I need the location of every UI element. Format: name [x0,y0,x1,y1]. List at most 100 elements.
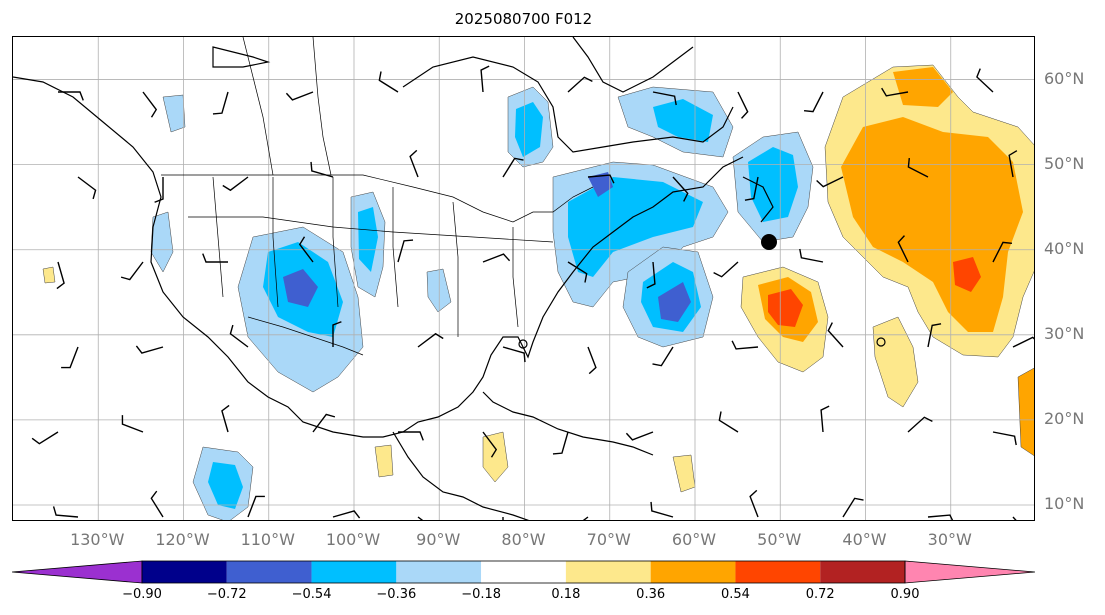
wind-barb [482,431,498,458]
colorbar-segment [565,561,651,583]
latitude-label: 60°N [1044,68,1085,88]
longitude-label: 70°W [586,530,631,549]
wind-barb [731,340,759,350]
latitude-label: 40°N [1044,238,1085,258]
wind-barb [312,413,336,433]
wind-barb [672,176,689,202]
longitude-label: 30°W [927,530,972,549]
wind-barb [120,261,144,281]
negative-anomaly-shading [150,86,814,520]
longitude-label: 120°W [155,530,210,549]
map-markers [518,234,886,349]
colorbar-segment [650,561,736,583]
wind-barb [1012,516,1017,520]
wind-barb [221,404,230,433]
wind-barb [799,248,824,263]
gridlines [13,37,1034,520]
colorbar-tick-label: 0.72 [805,587,835,602]
wind-barb [881,87,909,97]
colorbar-tick-label: −0.36 [376,587,417,602]
wind-barb [409,149,419,178]
colorbar-tick-label: −0.90 [122,587,162,602]
colorbar-extend-min [12,560,143,584]
wind-barb [907,416,933,433]
wind-barb [61,346,79,369]
longitude-label: 80°W [501,530,546,549]
map-title: 2025080700 F012 [454,10,593,28]
political-borders [161,37,594,356]
wind-barb [417,516,424,520]
wind-barb [285,91,314,101]
colorbar-tick-label: 0.18 [551,587,581,602]
colorbar-extend-max [904,560,1035,584]
wind-barb [56,261,65,290]
wind-barb [502,517,504,520]
wind-barb [58,91,84,101]
wind-barb [976,68,994,93]
wind-barb [897,235,909,263]
latitude-label: 10°N [1044,493,1085,513]
wind-barb [480,65,490,93]
wind-barb [650,501,674,518]
wind-barb [502,346,526,363]
wind-barb [398,431,424,441]
wind-barb [587,346,597,375]
colorbar-segment [311,561,397,583]
wind-barb [587,174,615,184]
colorbar-tick-label: 0.54 [720,587,750,602]
wind-barb [567,76,593,93]
wind-barb [378,71,399,93]
hurricane-symbol [518,339,528,349]
wind-barb [229,324,249,348]
wind-barb [646,261,656,289]
wind-barb [827,322,844,348]
wind-barb [652,346,674,367]
wind-barb [816,176,844,188]
wind-barb [482,253,511,263]
wind-barb [803,91,824,113]
colorbar-segment [142,561,227,583]
wind-barb [310,161,334,178]
wind-barb [737,91,749,119]
wind-barb [31,431,59,445]
wind-barb [154,177,164,203]
longitude-label: 130°W [70,530,125,549]
longitude-label: 100°W [325,530,381,549]
wind-barb [52,506,79,518]
wind-barb [927,514,954,520]
latitude-label: 30°N [1044,323,1085,343]
wind-barb [567,261,588,283]
wind-barb [652,91,677,106]
map-panel [12,36,1035,521]
wind-barb [142,91,158,118]
wind-barb [625,431,654,441]
colorbar-tick-label: −0.54 [291,587,332,602]
wind-barb [749,489,759,518]
longitude-label: 60°W [671,530,717,549]
colorbar [12,560,1035,584]
wind-barb [77,176,97,200]
wind-barb [820,405,830,433]
coastlines [13,37,774,520]
wind-barb [842,497,864,518]
wind-barb [992,431,1017,446]
wind-barb [247,495,265,518]
wind-barb [582,516,589,520]
wind-barb [502,157,524,178]
wind-barb [1012,336,1034,348]
colorbar-segment [820,561,905,583]
colorbar-outline [141,560,906,584]
wind-barb [298,236,314,263]
wind-barb [397,239,414,263]
wind-barb [212,91,229,115]
colorbar-tick-label: 0.36 [636,587,666,602]
colorbar-tick-label: −0.18 [461,587,502,602]
colorbar-tick-label: 0.90 [890,587,920,602]
wind-barb [202,253,228,263]
latitude-label: 50°N [1044,153,1085,173]
wind-barb [927,323,942,348]
wind-barb [135,345,164,354]
storm-symbol [876,337,886,347]
longitude-label: 110°W [240,530,295,549]
wind-barb [332,510,361,519]
